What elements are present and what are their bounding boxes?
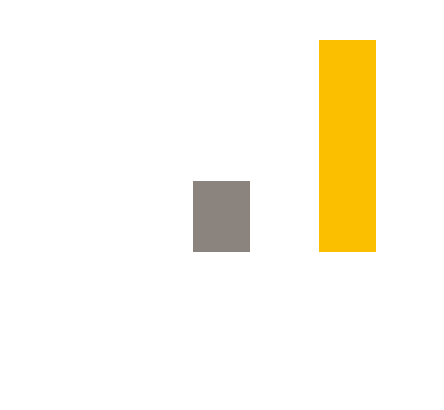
bar (319, 40, 376, 252)
bar (193, 181, 250, 252)
